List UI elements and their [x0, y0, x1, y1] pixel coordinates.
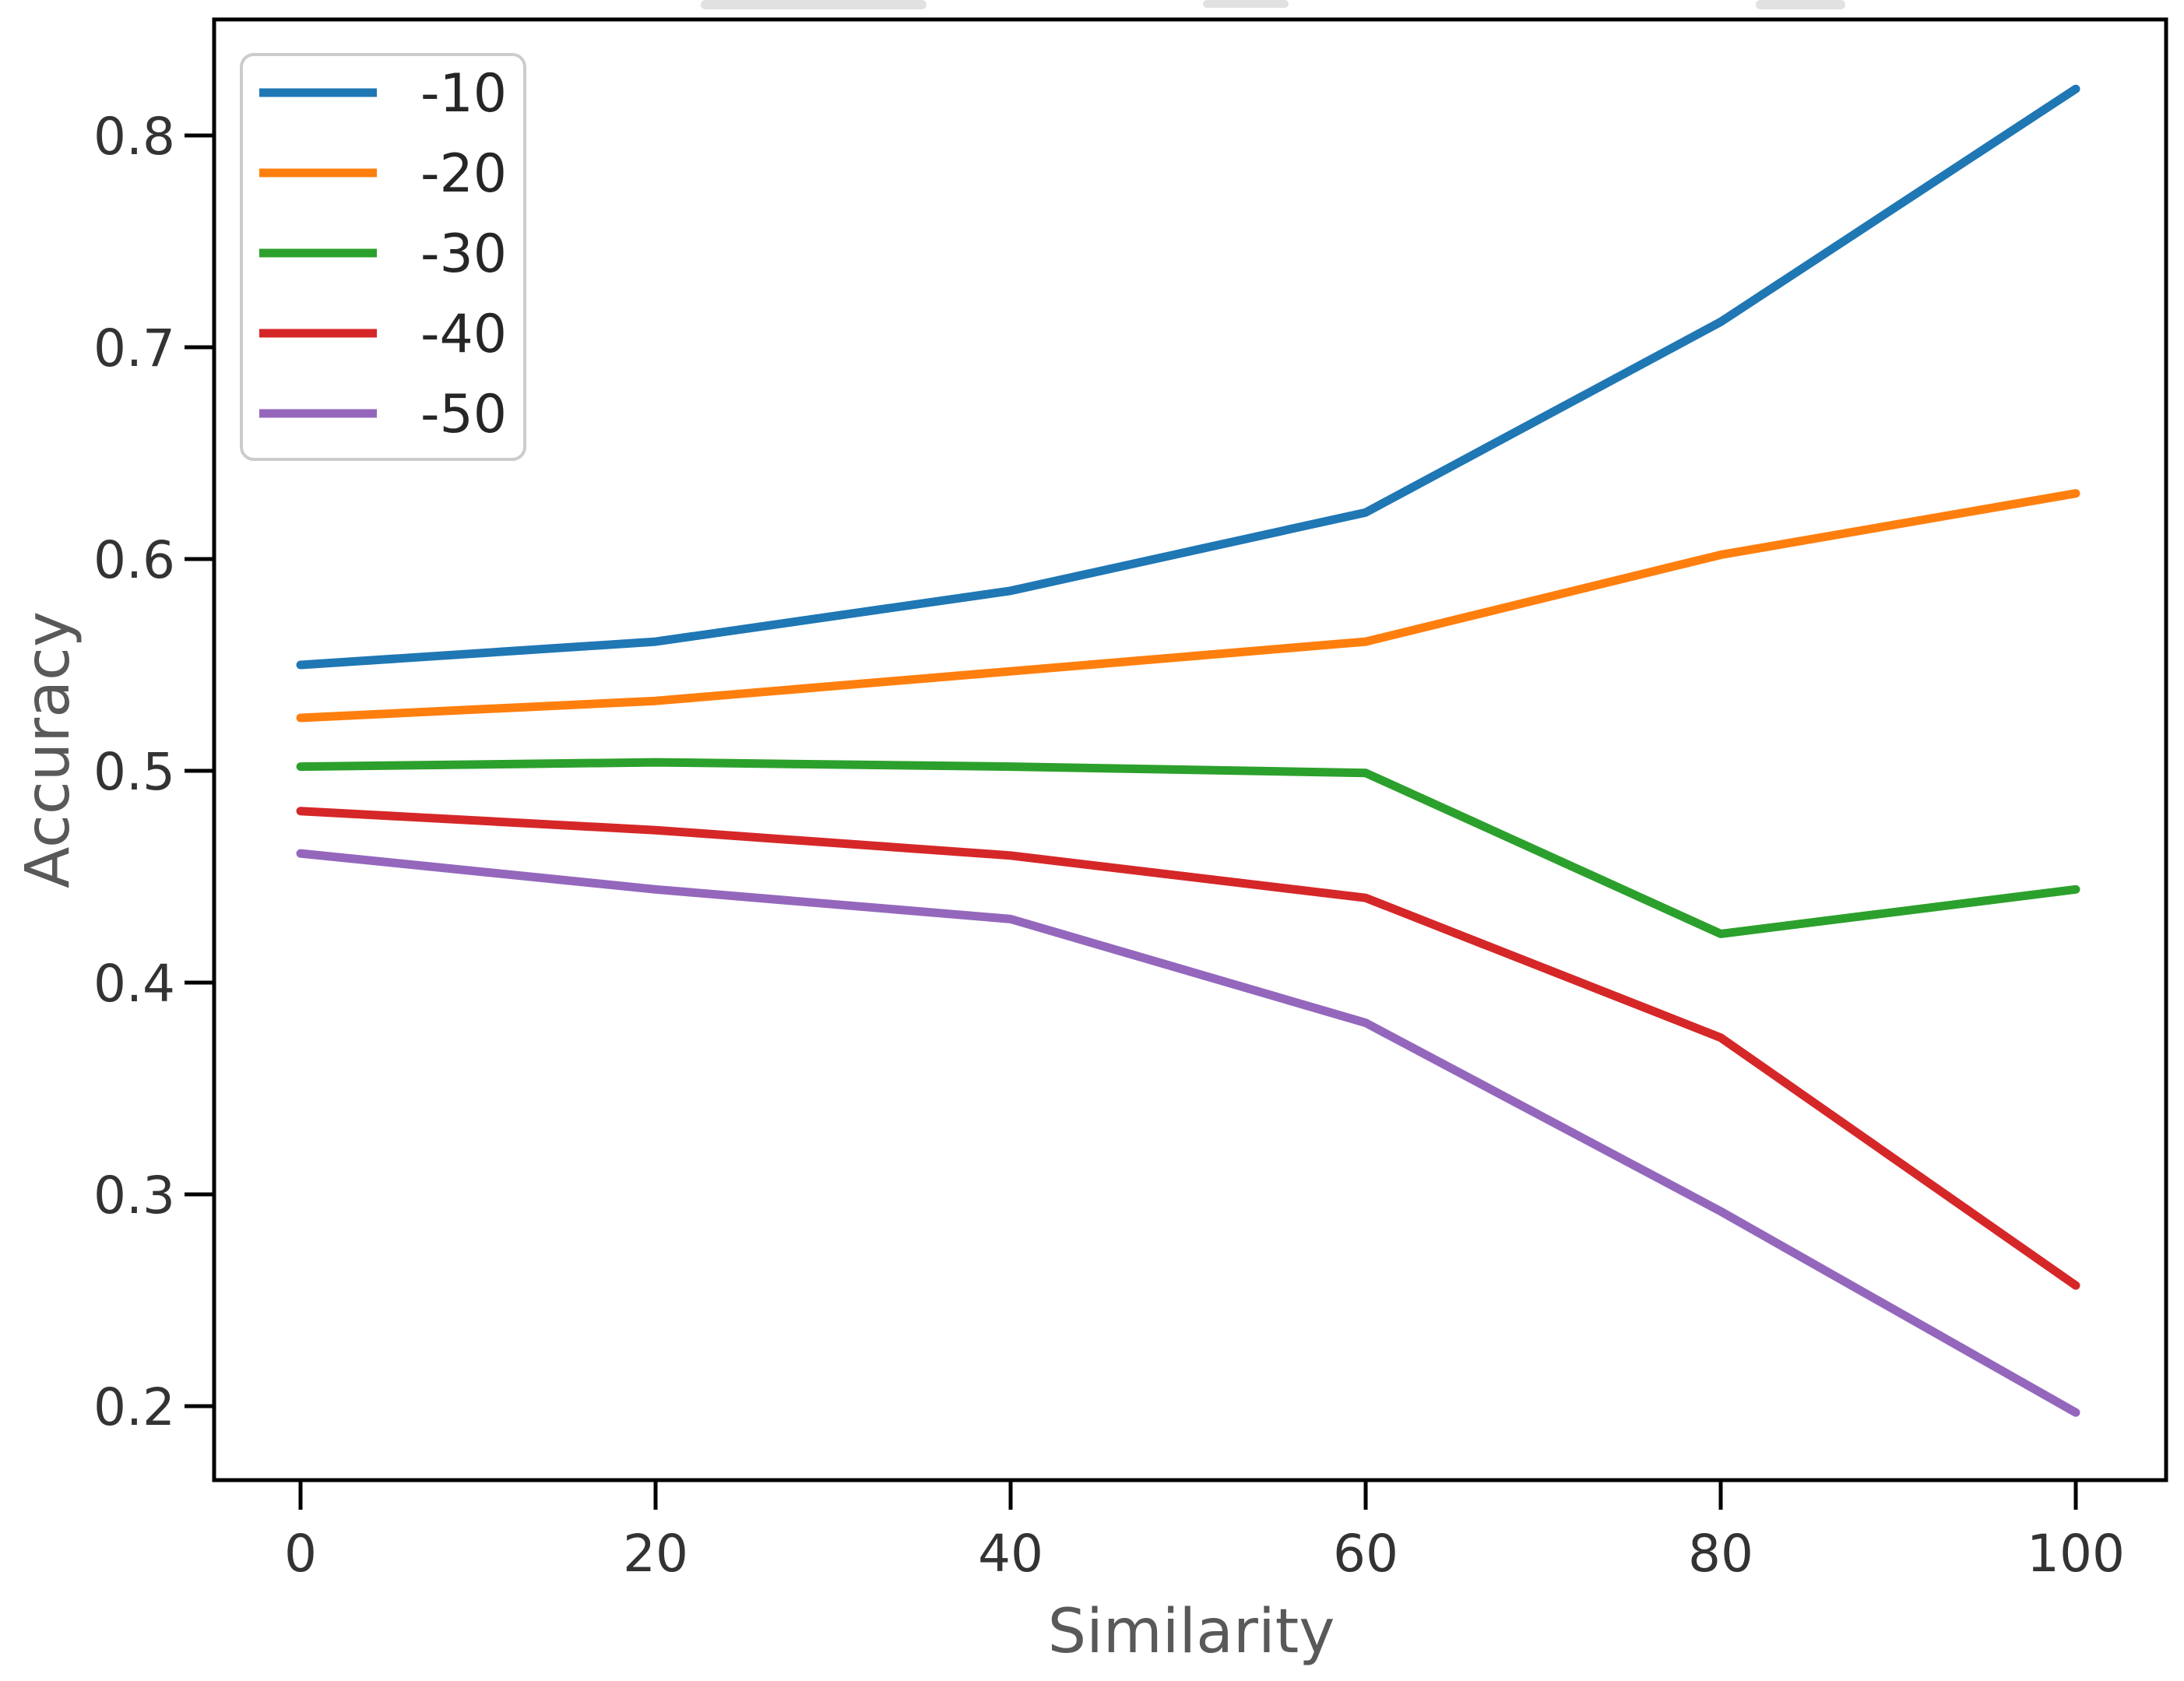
y-tick-label: 0.7: [93, 318, 175, 378]
series-line--50: [296, 849, 2080, 1417]
series-line--20: [296, 489, 2080, 723]
y-tick-label: 0.8: [93, 107, 175, 167]
y-tick-label: 0.4: [93, 954, 175, 1014]
y-tick-label: 0.2: [93, 1377, 175, 1437]
x-tick-label: 60: [1333, 1524, 1398, 1584]
y-tick-label: 0.6: [93, 530, 175, 590]
y-tick-label: 0.3: [93, 1166, 175, 1226]
plot-frame: [212, 17, 2168, 1482]
legend: -10 -20 -30 -40 -50: [240, 53, 526, 461]
x-axis-ticks: 0 20 40 60 80 100: [284, 1480, 2125, 1584]
top-edge-artifact: [1203, 0, 1289, 8]
x-tick-label: 100: [2027, 1524, 2125, 1584]
top-edge-artifact: [701, 0, 927, 9]
y-tick-label: 0.5: [93, 742, 175, 802]
x-tick-label: 20: [623, 1524, 688, 1584]
x-tick-label: 0: [284, 1524, 317, 1584]
series-line--30: [296, 758, 2080, 938]
top-edge-artifact: [1756, 0, 1845, 9]
legend-item-label: -40: [420, 304, 507, 365]
legend-item-label: -50: [420, 384, 507, 445]
x-tick-label: 80: [1688, 1524, 1753, 1584]
x-tick-label: 40: [978, 1524, 1043, 1584]
legend-item-label: -20: [420, 143, 507, 205]
legend-item-label: -10: [420, 63, 507, 125]
y-axis-label: Accuracy: [13, 611, 83, 888]
y-axis-ticks: 0.2 0.3 0.4 0.5 0.6 0.7 0.8: [93, 107, 214, 1437]
legend-frame: [240, 53, 526, 461]
series-lines: [296, 84, 2080, 1417]
x-axis-label: Similarity: [1048, 1597, 1335, 1667]
series-line--10: [296, 84, 2080, 670]
series-line--40: [296, 807, 2080, 1290]
legend-item-label: -30: [420, 223, 507, 285]
